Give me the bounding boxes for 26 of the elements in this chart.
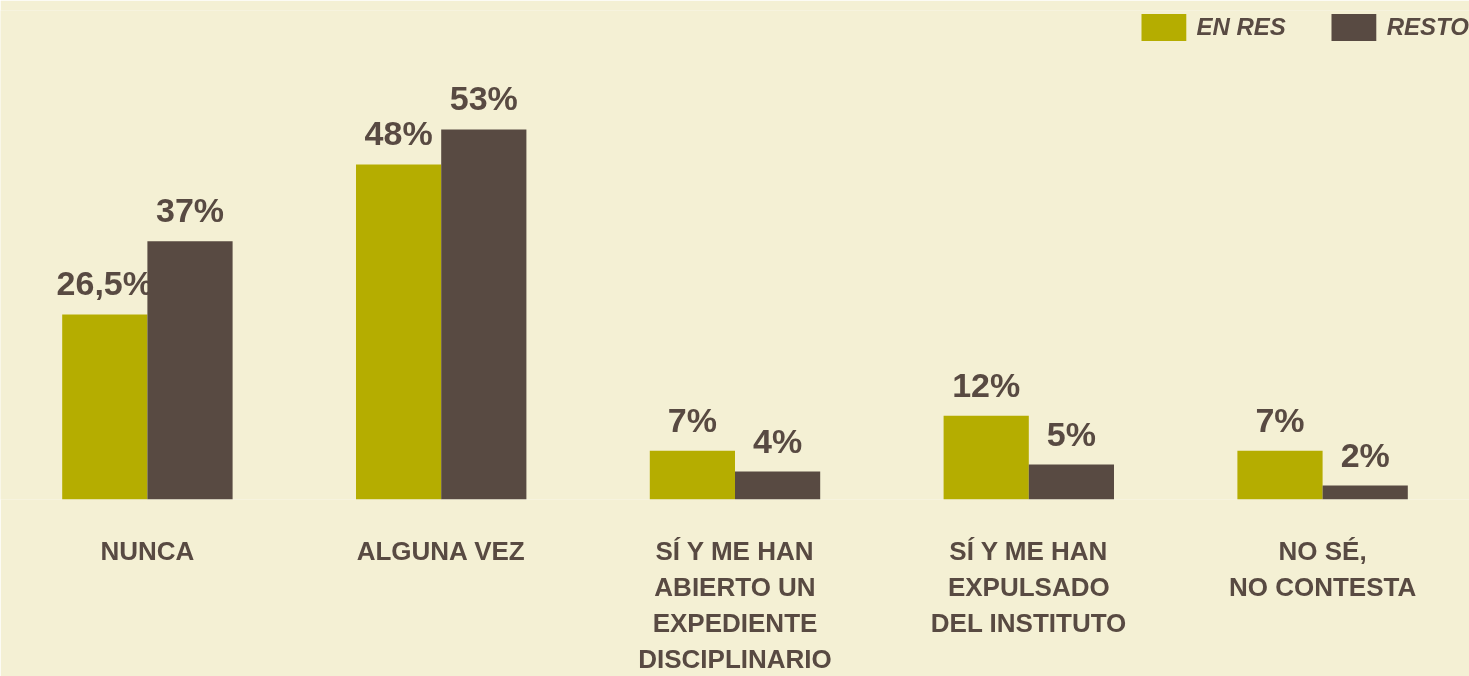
x-tick-label: NUNCA: [100, 535, 195, 566]
bar: [147, 241, 233, 500]
data-label: 7%: [667, 400, 717, 439]
x-tick-label: ALGUNA VEZ: [356, 535, 525, 566]
bar: [1237, 450, 1323, 500]
data-label: 7%: [1255, 400, 1305, 439]
bar: [1028, 464, 1114, 500]
x-tick-label: SÍ Y ME HAN ABIERTO UN EXPEDIENTE DISCIPLINARIO: [638, 535, 832, 674]
bar: [943, 415, 1029, 500]
data-label: 48%: [364, 114, 433, 153]
x-tick-label: SÍ Y ME HAN EXPULSADO DEL INSTITUTO: [930, 535, 1127, 638]
bar: [649, 450, 735, 500]
bar: [62, 314, 148, 500]
data-label: 12%: [952, 365, 1021, 404]
legend-label: EN RES: [1196, 13, 1286, 41]
legend-label: RESTO: [1386, 13, 1469, 41]
bar: [356, 164, 442, 500]
data-label: 5%: [1046, 414, 1096, 453]
data-label: 53%: [449, 79, 518, 118]
bar: [735, 471, 821, 500]
data-label: 2%: [1340, 435, 1390, 474]
data-label: 4%: [753, 421, 803, 460]
x-tick-label: NO SÉ, NO CONTESTA: [1228, 535, 1417, 602]
bar: [1322, 485, 1408, 500]
data-label: 37%: [155, 191, 225, 230]
bar: [441, 129, 527, 500]
